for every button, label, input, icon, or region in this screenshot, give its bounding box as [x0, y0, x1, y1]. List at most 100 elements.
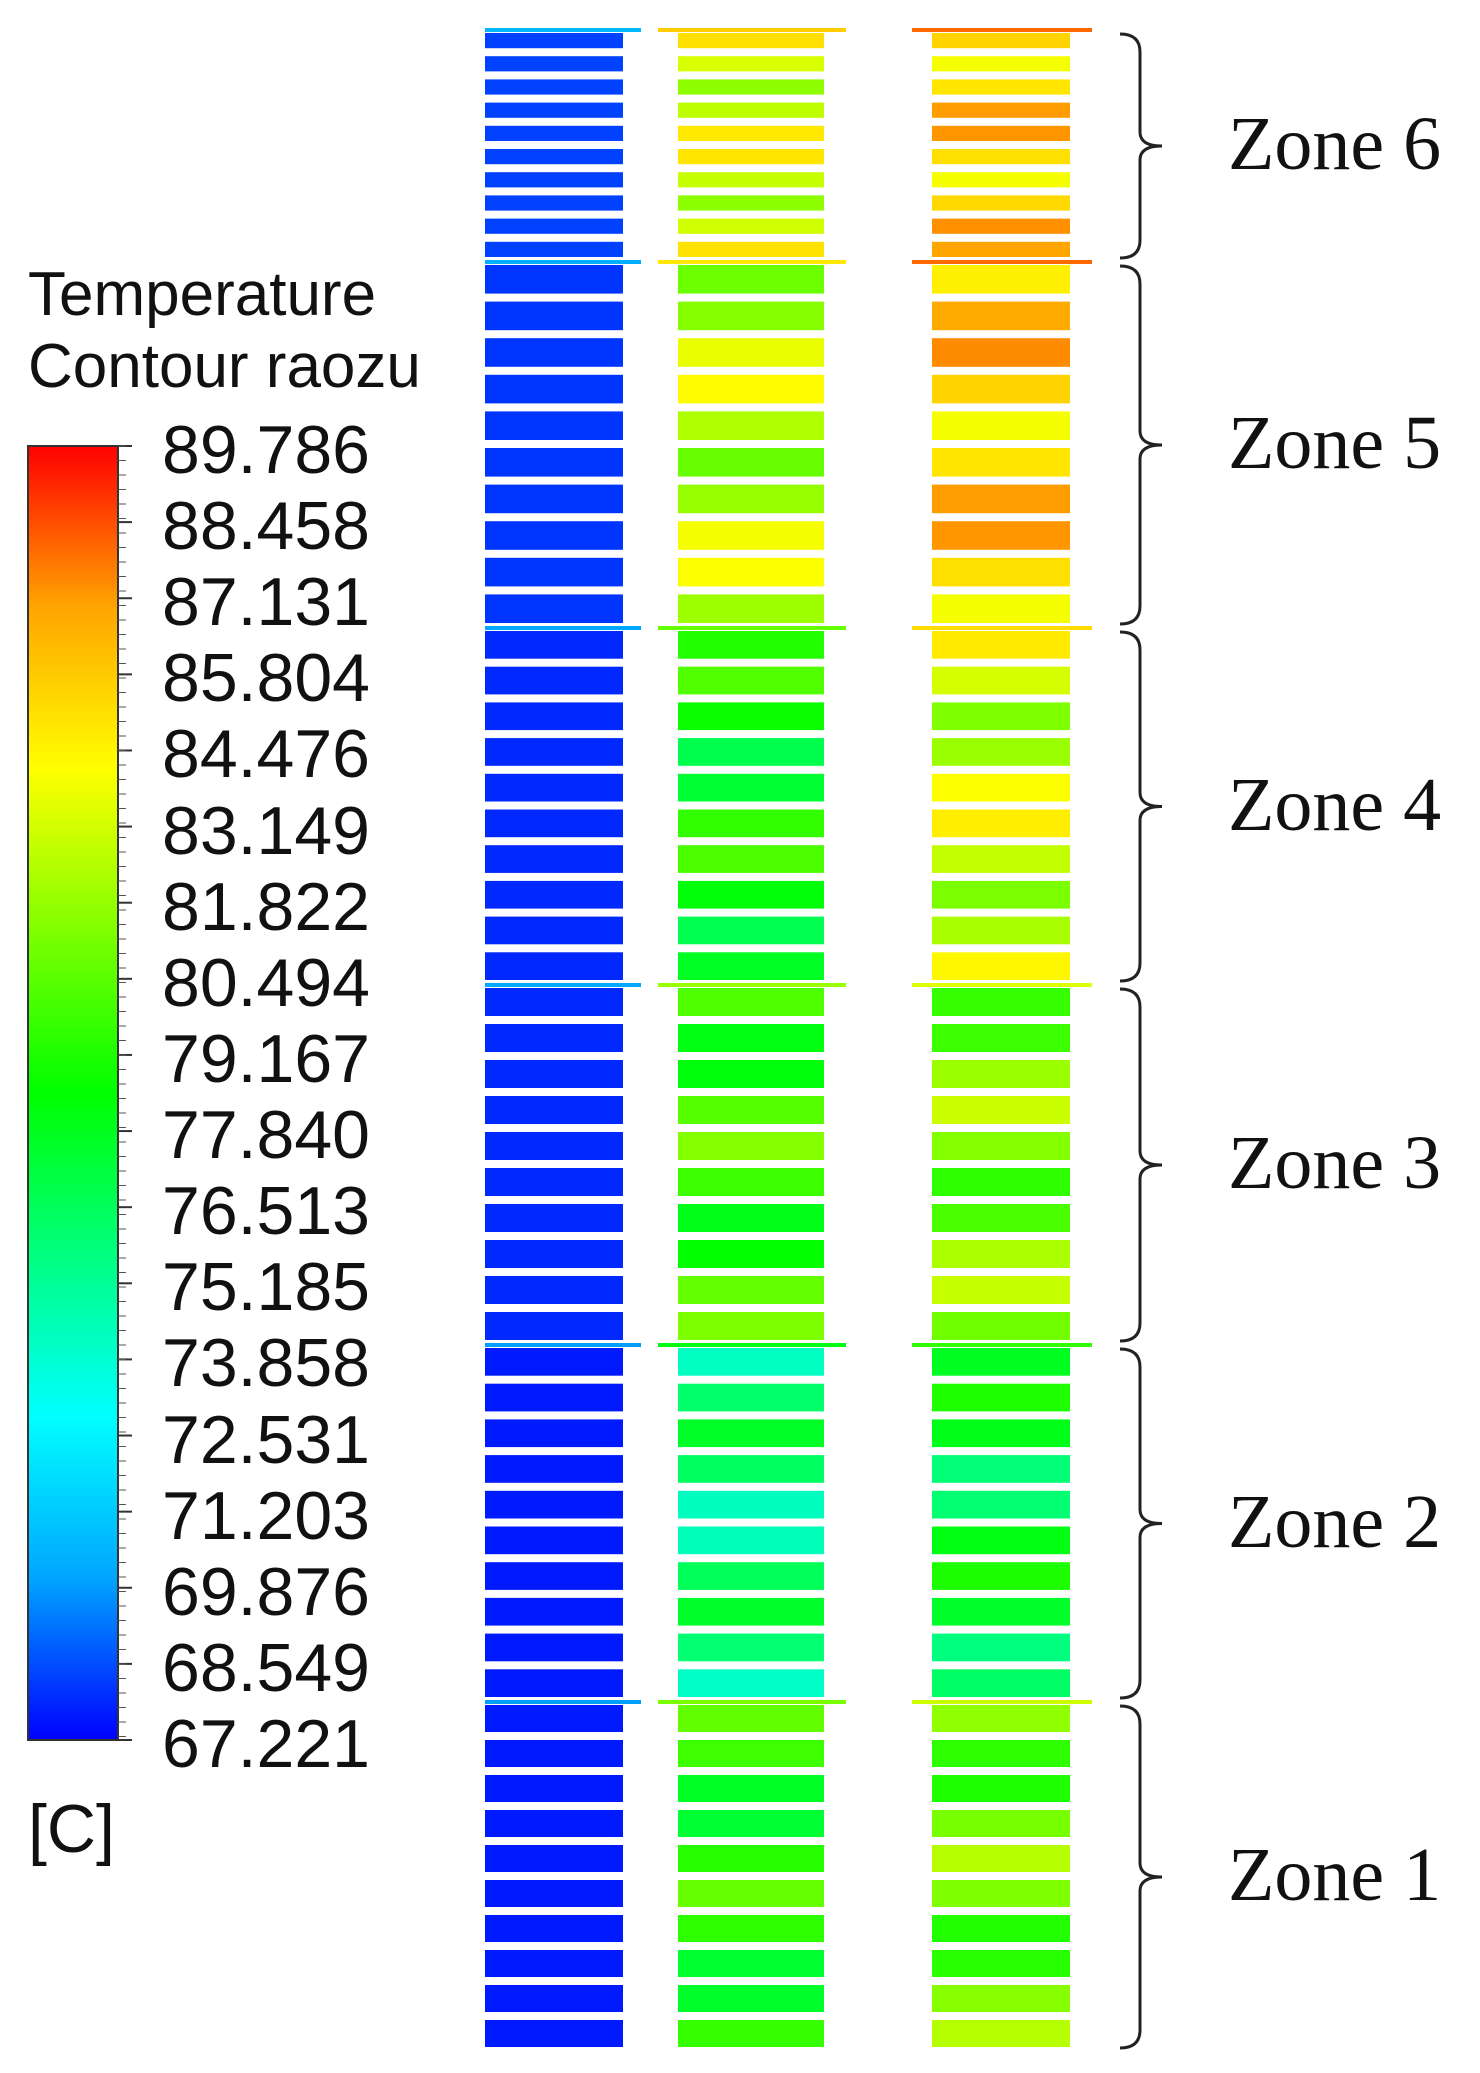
contour-band [678, 102, 824, 118]
colorbar-tick-label: 88.458 [162, 488, 370, 565]
zone-brackets [1119, 32, 1163, 2050]
colorbar-tick-label: 72.531 [162, 1401, 370, 1478]
contour-band [485, 1775, 623, 1802]
contour-band [932, 1060, 1070, 1088]
contour-band [485, 1915, 623, 1942]
contour-band [678, 1419, 824, 1448]
contour-band [932, 845, 1070, 873]
zone-bracket [1119, 264, 1163, 626]
colorbar [27, 445, 119, 1741]
contour-band [485, 1204, 623, 1232]
contour-band [932, 1845, 1070, 1872]
contour-band [485, 484, 623, 514]
colorbar-tick-label: 77.840 [162, 1097, 370, 1174]
contour-band [678, 666, 824, 695]
contour-band [485, 125, 623, 141]
contour-band [485, 773, 623, 802]
contour-band [932, 1880, 1070, 1907]
contour-band [932, 1096, 1070, 1124]
legend-unit: [C] [28, 1791, 115, 1867]
contour-band [485, 594, 623, 623]
zone-bracket [1119, 1347, 1163, 1700]
contour-band [932, 1168, 1070, 1196]
contour-band [678, 125, 824, 141]
contour-band [678, 594, 824, 623]
contour-band [678, 557, 824, 587]
contour-band [485, 1348, 623, 1376]
contour-band [678, 773, 824, 802]
contour-band [932, 125, 1070, 141]
contour-band [678, 1132, 824, 1160]
contour-band [678, 484, 824, 514]
contour-band [485, 631, 623, 659]
zone-bracket [1119, 32, 1163, 260]
contour-band [932, 1455, 1070, 1483]
contour-band [932, 301, 1070, 331]
contour-band [485, 411, 623, 440]
contour-band [932, 1276, 1070, 1304]
contour-band [932, 738, 1070, 766]
contour-band [932, 666, 1070, 695]
contour-band [932, 1950, 1070, 1977]
contour-band [678, 1562, 824, 1590]
contour-band [485, 1669, 623, 1697]
zone-label: Zone 2 [1228, 1479, 1442, 1564]
contour-band [932, 1669, 1070, 1697]
contour-band [932, 338, 1070, 367]
zone-label: Zone 1 [1228, 1833, 1442, 1917]
contour-band [485, 1562, 623, 1590]
contour-band [932, 1775, 1070, 1802]
contour-band [932, 79, 1070, 95]
colorbar-ticks [118, 445, 132, 1741]
contour-band [485, 1060, 623, 1088]
contour-band [678, 1669, 824, 1697]
contour-band [485, 241, 623, 257]
contour-band [485, 988, 623, 1016]
contour-band [485, 1419, 623, 1448]
contour-band [932, 880, 1070, 909]
contour-band [678, 880, 824, 909]
contour-band [932, 448, 1070, 477]
colorbar-tick-label: 79.167 [162, 1020, 370, 1097]
colorbar-tick-label: 81.822 [162, 868, 370, 945]
contour-band [678, 1060, 824, 1088]
contour-band [932, 195, 1070, 211]
contour-band [678, 1810, 824, 1837]
contour-band [485, 1950, 623, 1977]
contour-band [932, 1740, 1070, 1767]
contour-band [932, 1915, 1070, 1942]
contour-band [485, 195, 623, 211]
contour-band [678, 195, 824, 211]
contour-band [932, 374, 1070, 404]
contour-band [932, 2020, 1070, 2047]
contour-band [678, 149, 824, 165]
contour-band [485, 1168, 623, 1196]
contour-band [485, 880, 623, 909]
contour-band [932, 1985, 1070, 2012]
contour-band [932, 773, 1070, 802]
contour-band [932, 56, 1070, 72]
contour-band [932, 916, 1070, 945]
contour-band [485, 149, 623, 165]
contour-band [678, 1915, 824, 1942]
colorbar-tick-label: 67.221 [162, 1706, 370, 1782]
contour-band [485, 1096, 623, 1124]
contour-band [485, 666, 623, 695]
contour-band [485, 338, 623, 367]
legend-title: Temperature [28, 260, 377, 329]
contour-band [932, 1383, 1070, 1412]
contour-band [485, 1312, 623, 1340]
contour-band [485, 374, 623, 404]
contour-band [678, 79, 824, 95]
colorbar-tick-label: 69.876 [162, 1553, 370, 1630]
contour-band [485, 1705, 623, 1732]
contour-band [485, 1383, 623, 1412]
contour-band [485, 521, 623, 550]
contour-band [485, 1597, 623, 1626]
contour-band [678, 1705, 824, 1732]
contour-band [932, 172, 1070, 188]
colorbar-tick-label: 84.476 [162, 716, 370, 793]
contour-band [932, 521, 1070, 550]
contour-band [932, 1490, 1070, 1519]
contour-band [678, 1168, 824, 1196]
